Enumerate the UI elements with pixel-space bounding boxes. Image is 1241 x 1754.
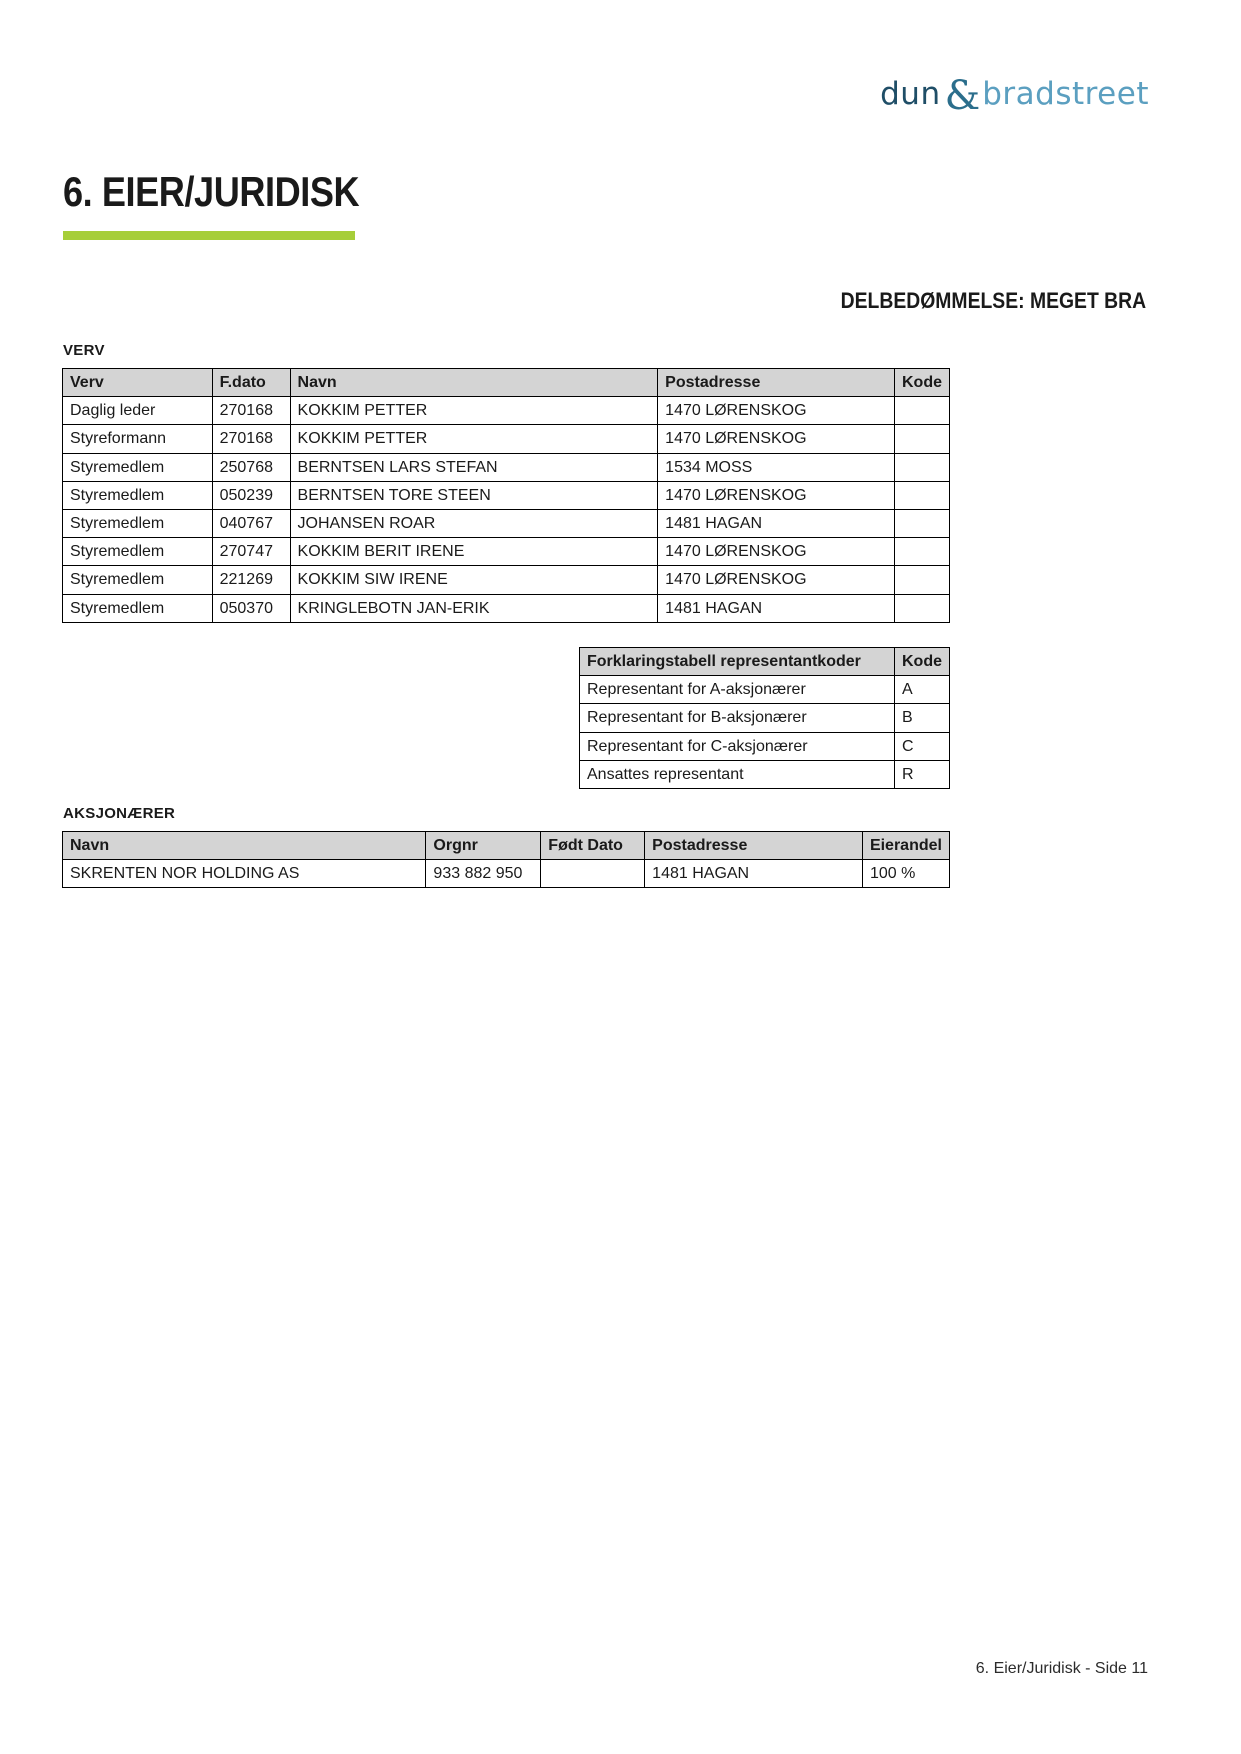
table-row: Styremedlem 050370 KRINGLEBOTN JAN-ERIK …: [62, 593, 951, 623]
table-row: Styremedlem 270747 KOKKIM BERIT IRENE 14…: [62, 537, 951, 567]
aksjonaerer-table-body: SKRENTEN NOR HOLDING AS 933 882 950 1481…: [61, 859, 951, 889]
cell-verv: Styremedlem: [62, 480, 213, 510]
cell-postadresse: 1470 LØRENSKOG: [657, 565, 895, 595]
cell-kode: [893, 508, 951, 539]
cell-navn: KOKKIM SIW IRENE: [289, 565, 659, 595]
cell-fdato: 050370: [211, 593, 291, 623]
cell-verv: Styreformann: [62, 424, 213, 454]
cell-fdato: 250768: [211, 452, 291, 482]
representantkoder-table: Forklaringstabell representantkoder Kode…: [579, 646, 950, 789]
cell-verv: Daglig leder: [62, 396, 213, 426]
column-header-kode: Kode: [893, 367, 951, 398]
table-row: Daglig leder 270168 KOKKIM PETTER 1470 L…: [62, 396, 951, 426]
title-underline-rule: [63, 231, 355, 240]
cell-postadresse: 1470 LØRENSKOG: [657, 480, 895, 510]
cell-navn: KOKKIM BERIT IRENE: [289, 537, 659, 567]
table-header-row: Verv F.dato Navn Postadresse Kode: [62, 367, 951, 398]
verv-table-body: Daglig leder 270168 KOKKIM PETTER 1470 L…: [62, 396, 951, 623]
cell-kode: [893, 480, 951, 510]
cell-beskrivelse: Ansattes representant: [579, 759, 895, 789]
cell-eierandel: 100 %: [861, 859, 951, 889]
cell-fdato: 221269: [211, 565, 291, 595]
cell-verv: Styremedlem: [62, 452, 213, 482]
cell-beskrivelse: Representant for A-aksjonærer: [579, 675, 895, 705]
cell-postadresse: 1470 LØRENSKOG: [657, 396, 895, 426]
table-row: Styremedlem 050239 BERNTSEN TORE STEEN 1…: [62, 480, 951, 510]
cell-fdato: 040767: [211, 508, 291, 539]
column-header-forklaring: Forklaringstabell representantkoder: [579, 646, 895, 677]
cell-postadresse: 1481 HAGAN: [644, 859, 863, 889]
cell-kode: A: [894, 675, 950, 705]
cell-kode: R: [894, 759, 950, 789]
table-row: SKRENTEN NOR HOLDING AS 933 882 950 1481…: [61, 859, 951, 889]
cell-fdato: 270168: [211, 396, 291, 426]
column-header-postadresse: Postadresse: [657, 367, 895, 398]
column-header-orgnr: Orgnr: [425, 830, 542, 861]
cell-fodt-dato: [540, 859, 646, 889]
cell-navn: KOKKIM PETTER: [289, 424, 659, 454]
cell-verv: Styremedlem: [62, 593, 213, 623]
table-header-row: Navn Orgnr Født Dato Postadresse Eierand…: [61, 830, 951, 861]
cell-orgnr: 933 882 950: [425, 859, 542, 889]
cell-kode: [893, 593, 951, 623]
cell-fdato: 050239: [211, 480, 291, 510]
cell-verv: Styremedlem: [62, 537, 213, 567]
cell-verv: Styremedlem: [62, 508, 213, 539]
column-header-eierandel: Eierandel: [861, 830, 951, 861]
table-row: Representant for A-aksjonærer A: [579, 675, 950, 705]
aksjonaerer-table: Navn Orgnr Født Dato Postadresse Eierand…: [61, 830, 951, 889]
column-header-kode: Kode: [894, 646, 950, 677]
representantkoder-table-body: Representant for A-aksjonærer A Represen…: [579, 675, 950, 789]
table-row: Styremedlem 040767 JOHANSEN ROAR 1481 HA…: [62, 508, 951, 539]
cell-kode: [893, 396, 951, 426]
section-label-verv: VERV: [63, 342, 105, 359]
column-header-navn: Navn: [61, 830, 427, 861]
cell-navn: SKRENTEN NOR HOLDING AS: [61, 859, 427, 889]
verv-table: Verv F.dato Navn Postadresse Kode Daglig…: [62, 367, 951, 623]
cell-postadresse: 1470 LØRENSKOG: [657, 537, 895, 567]
cell-navn: BERNTSEN LARS STEFAN: [289, 452, 659, 482]
table-row: Representant for C-aksjonærer C: [579, 731, 950, 761]
logo-text-bradstreet: bradstreet: [982, 75, 1149, 112]
table-row: Ansattes representant R: [579, 759, 950, 789]
cell-kode: C: [894, 731, 950, 761]
cell-postadresse: 1481 HAGAN: [657, 593, 895, 623]
ampersand-icon: &: [944, 73, 981, 119]
page-footer: 6. Eier/Juridisk - Side 11: [975, 1660, 1148, 1677]
cell-navn: KRINGLEBOTN JAN-ERIK: [289, 593, 659, 623]
cell-postadresse: 1534 MOSS: [657, 452, 895, 482]
table-row: Representant for B-aksjonærer B: [579, 703, 950, 733]
dun-bradstreet-logo: dun & bradstreet: [880, 72, 1149, 116]
cell-fdato: 270747: [211, 537, 291, 567]
section-label-aksjonaerer: AKSJONÆRER: [63, 805, 176, 822]
page-title: 6. EIER/JURIDISK: [63, 168, 360, 215]
column-header-verv: Verv: [62, 367, 213, 398]
cell-navn: KOKKIM PETTER: [289, 396, 659, 426]
table-row: Styremedlem 250768 BERNTSEN LARS STEFAN …: [62, 452, 951, 482]
cell-fdato: 270168: [211, 424, 291, 454]
column-header-postadresse: Postadresse: [644, 830, 863, 861]
cell-kode: [893, 452, 951, 482]
cell-kode: B: [894, 703, 950, 733]
cell-beskrivelse: Representant for C-aksjonærer: [579, 731, 895, 761]
cell-verv: Styremedlem: [62, 565, 213, 595]
cell-postadresse: 1481 HAGAN: [657, 508, 895, 539]
cell-beskrivelse: Representant for B-aksjonærer: [579, 703, 895, 733]
table-row: Styremedlem 221269 KOKKIM SIW IRENE 1470…: [62, 565, 951, 595]
cell-navn: BERNTSEN TORE STEEN: [289, 480, 659, 510]
table-header-row: Forklaringstabell representantkoder Kode: [579, 646, 950, 677]
column-header-navn: Navn: [289, 367, 659, 398]
column-header-fdato: F.dato: [211, 367, 291, 398]
column-header-fodt-dato: Født Dato: [540, 830, 646, 861]
cell-kode: [893, 537, 951, 567]
logo-text-dun: dun: [880, 75, 941, 112]
table-row: Styreformann 270168 KOKKIM PETTER 1470 L…: [62, 424, 951, 454]
delbedommelse-rating: DELBEDØMMELSE: MEGET BRA: [840, 288, 1146, 313]
cell-postadresse: 1470 LØRENSKOG: [657, 424, 895, 454]
cell-kode: [893, 565, 951, 595]
cell-kode: [893, 424, 951, 454]
cell-navn: JOHANSEN ROAR: [289, 508, 659, 539]
